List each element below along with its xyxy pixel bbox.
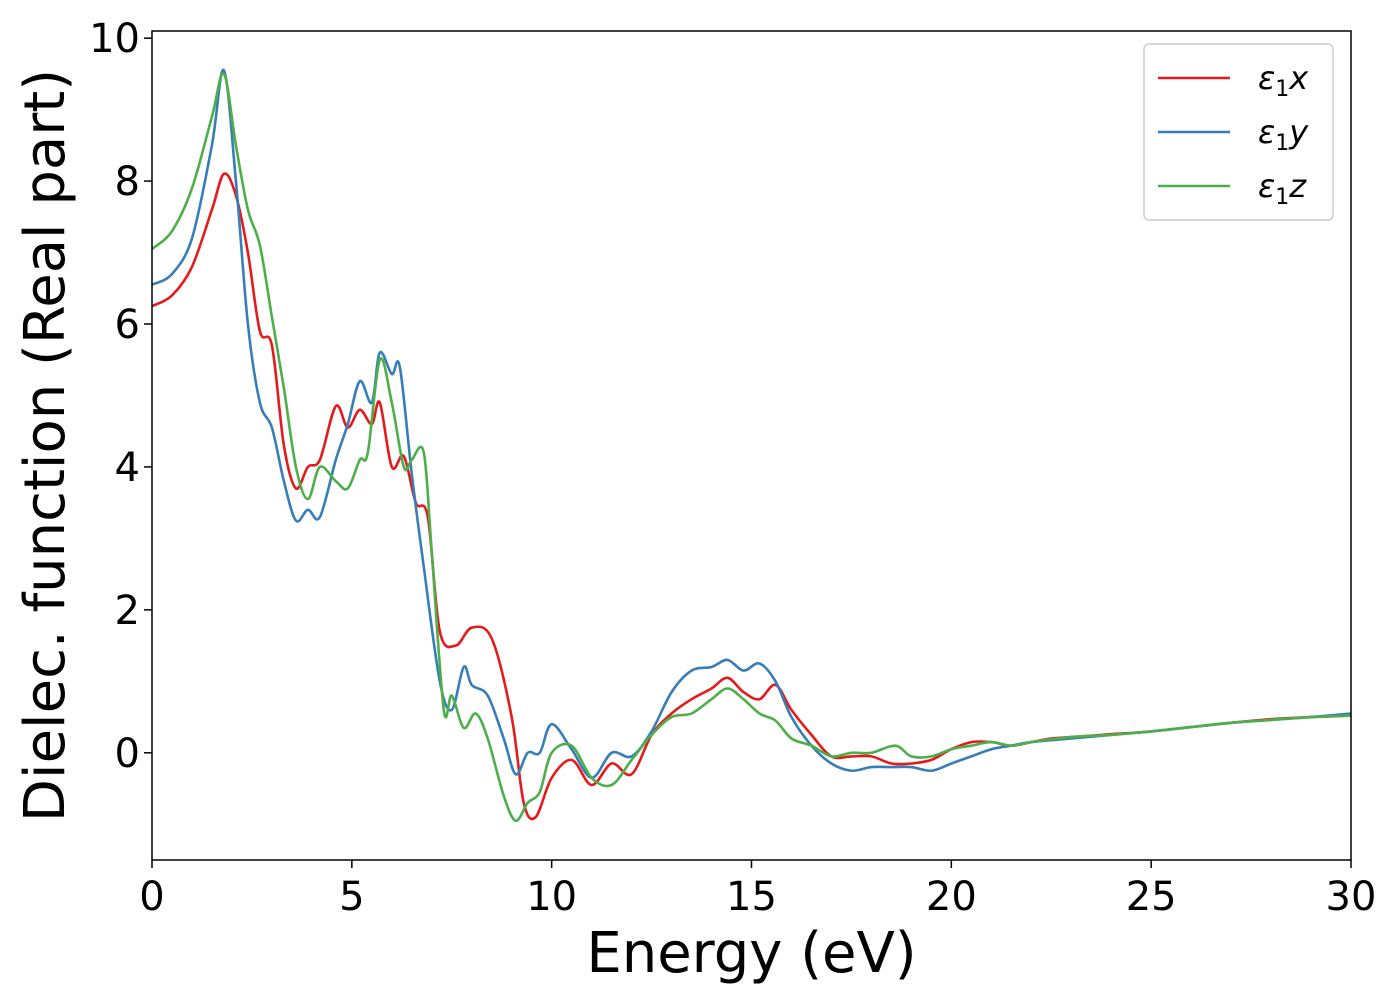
x-tick-label: 30: [1326, 874, 1377, 920]
legend-subscript: 1: [1275, 131, 1289, 156]
x-axis-ticks: 0 5 10 15 20 25 30: [139, 860, 1376, 920]
legend-label-x: ε1x: [1258, 59, 1309, 102]
x-tick-label: 25: [1126, 874, 1177, 920]
x-tick-label: 5: [339, 874, 364, 920]
series-line-y: [152, 68, 1351, 780]
series-line-z: [152, 72, 1351, 822]
y-tick-label: 2: [115, 588, 140, 634]
legend-component: x: [1288, 59, 1309, 97]
x-tick-label: 15: [726, 874, 777, 920]
legend-component: y: [1288, 113, 1309, 151]
y-axis-ticks: 0 2 4 6 8 10: [89, 16, 152, 777]
legend-symbol: ε: [1258, 167, 1275, 205]
x-tick-label: 20: [926, 874, 977, 920]
x-tick-label: 10: [526, 874, 577, 920]
y-tick-label: 10: [89, 16, 140, 62]
y-tick-label: 0: [115, 731, 140, 777]
series-layer: [152, 68, 1351, 822]
y-tick-label: 6: [115, 302, 140, 348]
legend-symbol: ε: [1258, 113, 1275, 151]
legend-subscript: 1: [1275, 185, 1289, 210]
legend-symbol: ε: [1258, 59, 1275, 97]
y-axis-title: Dielec. function (Real part): [13, 69, 78, 822]
x-tick-label: 0: [139, 874, 164, 920]
y-tick-label: 8: [115, 159, 140, 205]
legend-subscript: 1: [1275, 77, 1289, 102]
x-axis-title: Energy (eV): [586, 921, 916, 986]
legend-label-z: ε1z: [1258, 167, 1307, 210]
y-tick-label: 4: [115, 445, 140, 491]
legend-label-y: ε1y: [1258, 113, 1309, 156]
legend-component: z: [1288, 167, 1307, 205]
legend-box: [1143, 43, 1334, 221]
